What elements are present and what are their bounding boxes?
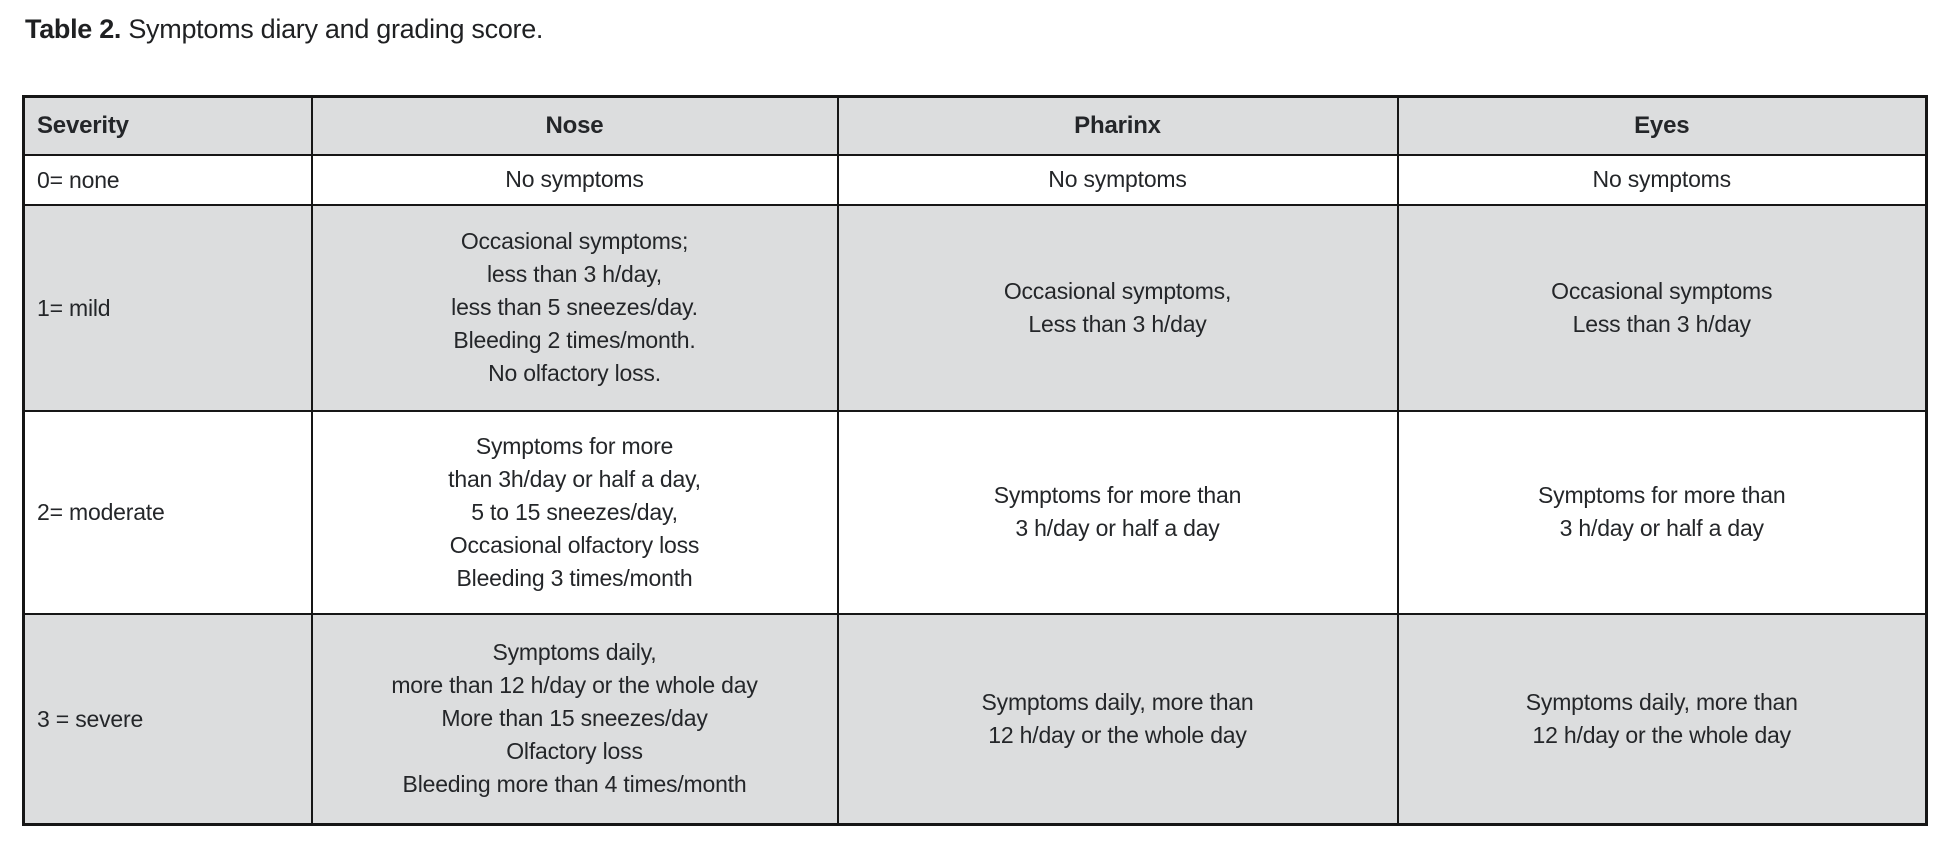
table-row: 1= mild Occasional symptoms; less than 3 h… xyxy=(22,203,1928,412)
cell-line: Symptoms daily, xyxy=(492,639,657,666)
eyes-cell: Symptoms daily, more than 12 h/day or the… xyxy=(1396,612,1928,826)
cell-line: 12 h/day or the whole day xyxy=(1532,721,1792,748)
header-row: Severity Nose Pharinx Eyes xyxy=(22,95,1928,156)
eyes-cell: No symptoms xyxy=(1396,153,1928,206)
cell-line: No symptoms xyxy=(505,166,644,192)
nose-cell: Occasional symptoms; less than 3 h/day, le… xyxy=(310,203,839,412)
symptoms-grading-table: Severity Nose Pharinx Eyes 0= none No sympto… xyxy=(22,95,1928,826)
cell-line: Symptoms for more xyxy=(475,432,674,459)
cell-line: less than 5 sneezes/day. xyxy=(451,294,698,320)
cell-line: More than 15 sneezes/day xyxy=(441,705,708,732)
severity-cell: 1= mild xyxy=(22,203,313,412)
nose-cell: Symptoms daily, more than 12 h/day or the… xyxy=(310,612,839,826)
cell-line: Occasional olfactory loss xyxy=(449,531,700,558)
cell-line: Occasional symptoms, xyxy=(1003,277,1232,304)
column-header-nose: Nose xyxy=(310,95,839,156)
cell-line: Symptoms for more than xyxy=(993,482,1242,508)
cell-line: Symptoms for more than xyxy=(1538,482,1786,508)
cell-line: than 3h/day or half a day, xyxy=(448,465,701,492)
column-header-eyes: Eyes xyxy=(1396,95,1928,156)
cell-line: less than 3 h/day, xyxy=(487,261,662,287)
nose-cell: No symptoms xyxy=(310,153,839,206)
severity-cell: 3 = severe xyxy=(22,612,313,826)
column-header-pharinx: Pharinx xyxy=(836,95,1399,156)
table-body: 0= none No symptoms No symptoms No symptoms… xyxy=(22,153,1928,826)
cell-line: Bleeding more than 4 times/month xyxy=(402,771,747,798)
cell-line: Olfactory loss xyxy=(506,738,643,765)
cell-line: Less than 3 h/day xyxy=(1028,310,1207,337)
cell-line: Occasional symptoms xyxy=(1551,277,1773,304)
cell-line: more than 12 h/day or the whole day xyxy=(391,672,758,699)
table-caption: Table 2. Symptoms diary and grading scor… xyxy=(25,14,543,45)
cell-line: 5 to 15 sneezes/day, xyxy=(471,498,678,525)
eyes-cell: Symptoms for more than 3 h/day or half a … xyxy=(1396,409,1928,615)
pharinx-cell: No symptoms xyxy=(836,153,1399,206)
cell-line: Symptoms daily, more than xyxy=(1525,688,1798,715)
cell-line: Bleeding 2 times/month. xyxy=(453,327,696,353)
pharinx-cell: Symptoms daily, more than 12 h/day or the… xyxy=(836,612,1399,826)
nose-cell: Symptoms for more than 3h/day or half a d… xyxy=(310,409,839,615)
cell-line: No olfactory loss. xyxy=(488,360,661,386)
cell-line: 3 h/day or half a day xyxy=(1015,515,1220,541)
severity-cell: 0= none xyxy=(22,153,313,206)
severity-cell: 2= moderate xyxy=(22,409,313,615)
cell-line: No symptoms xyxy=(1048,166,1187,192)
table-row: 2= moderate Symptoms for more than 3h/day … xyxy=(22,409,1928,615)
cell-line: 3 h/day or half a day xyxy=(1559,515,1764,541)
cell-line: No symptoms xyxy=(1592,166,1732,192)
pharinx-cell: Occasional symptoms, Less than 3 h/day xyxy=(836,203,1399,412)
cell-line: 12 h/day or the whole day xyxy=(988,721,1247,748)
cell-line: Less than 3 h/day xyxy=(1572,310,1751,337)
pharinx-cell: Symptoms for more than 3 h/day or half a … xyxy=(836,409,1399,615)
table-row: 3 = severe Symptoms daily, more than 12 h/… xyxy=(22,612,1928,826)
table-row: 0= none No symptoms No symptoms No symptoms xyxy=(22,153,1928,206)
column-header-severity: Severity xyxy=(22,95,313,156)
eyes-cell: Occasional symptoms Less than 3 h/day xyxy=(1396,203,1928,412)
cell-line: Symptoms daily, more than xyxy=(981,688,1254,715)
cell-line: Bleeding 3 times/month xyxy=(456,564,693,591)
table-caption-label: Table 2. xyxy=(25,14,122,44)
cell-line: Occasional symptoms; xyxy=(460,228,689,254)
table-caption-text: Symptoms diary and grading score. xyxy=(121,14,544,44)
